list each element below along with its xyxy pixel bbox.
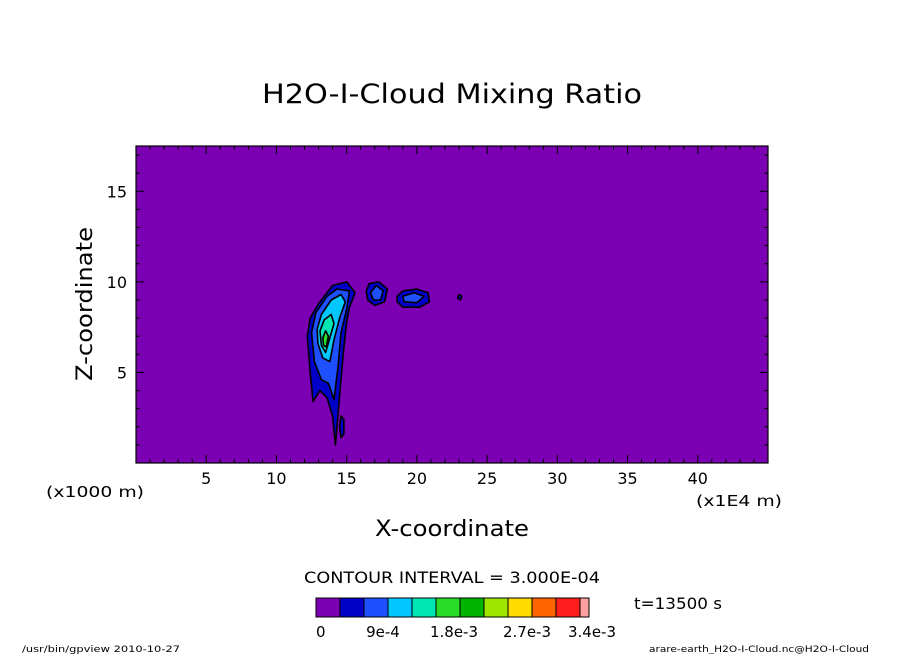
colorbar [315, 597, 590, 618]
colorbar-swatch [411, 597, 437, 618]
colorbar-swatch [363, 597, 389, 618]
y-tick-label: 15 [107, 182, 127, 201]
colorbar-swatch [315, 597, 341, 618]
x-unit-label-right: (x1E4 m) [696, 492, 782, 510]
y-axis-title: Z-coordinate [73, 227, 98, 381]
colorbar-label: 1.8e-3 [430, 623, 478, 641]
cloud-contours [306, 281, 463, 446]
x-tick-label: 25 [477, 469, 497, 488]
colorbar-swatch [555, 597, 581, 618]
footer-left: /usr/bin/gpview 2010-10-27 [22, 645, 180, 654]
colorbar-swatch [579, 597, 590, 618]
colorbar-swatch [387, 597, 413, 618]
x-tick-labels: 5 10 15 20 25 30 35 40 [201, 469, 708, 488]
x-tick-label: 20 [407, 469, 427, 488]
colorbar-label: 0 [316, 623, 326, 641]
colorbar-swatch [435, 597, 461, 618]
x-tick-label: 35 [617, 469, 637, 488]
y-tick-label: 10 [107, 273, 127, 292]
x-tick-label: 15 [336, 469, 356, 488]
x-tick-label: 5 [201, 469, 211, 488]
x-tick-label: 10 [266, 469, 286, 488]
plot-background [136, 146, 768, 463]
footer-right: arare-earth_H2O-I-Cloud.nc@H2O-I-Cloud [649, 645, 869, 654]
x-unit-label: (x1000 m) [46, 483, 144, 501]
colorbar-swatch [339, 597, 365, 618]
x-axis-title: X-coordinate [375, 517, 529, 542]
cloud-contour-level-1-4 [338, 415, 345, 439]
y-tick-label: 5 [117, 363, 127, 382]
cloud-contour-level-5-0 [321, 329, 330, 348]
cloud-contour-level-2-2 [401, 291, 425, 304]
x-tick-label: 40 [688, 469, 708, 488]
plot-frame [135, 145, 769, 464]
x-tick-label: 30 [547, 469, 567, 488]
colorbar-label: 9e-4 [366, 623, 400, 641]
colorbar-swatch [531, 597, 557, 618]
cloud-contour-level-1-3 [456, 293, 463, 301]
colorbar-label: 2.7e-3 [503, 623, 551, 641]
colorbar-label: 3.4e-3 [568, 623, 616, 641]
major-ticks [136, 146, 768, 463]
colorbar-swatch [483, 597, 509, 618]
contour-interval-label: CONTOUR INTERVAL = 3.000E-04 [304, 568, 600, 587]
colorbar-labels: 0 9e-4 1.8e-3 2.7e-3 3.4e-3 [316, 623, 616, 641]
y-tick-labels: 5 10 15 [107, 182, 127, 382]
colorbar-swatch [507, 597, 533, 618]
cloud-contour-level-2-1 [369, 284, 385, 301]
time-label: t=13500 s [634, 594, 722, 613]
minor-ticks [136, 146, 768, 463]
colorbar-swatch [459, 597, 485, 618]
chart-title: H2O-I-Cloud Mixing Ratio [262, 79, 642, 110]
plot-area [135, 145, 769, 464]
